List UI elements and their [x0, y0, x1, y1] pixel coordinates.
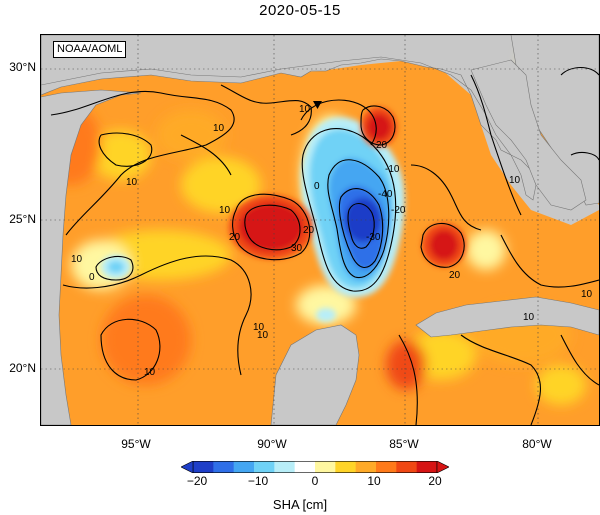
contour-label: 10: [253, 322, 265, 333]
map-title: 2020-05-15: [259, 2, 341, 19]
contour-label: 10: [71, 254, 83, 265]
station-marker-icon: [313, 101, 322, 109]
contour-labels: 10 10 10 10 10 10 0 0 -10 20 30 -20 -30 …: [71, 104, 593, 378]
contour-label: 0: [89, 272, 95, 283]
lat-label-25n: 25°N: [9, 212, 36, 226]
colorbar-tick: −20: [186, 474, 208, 488]
colorbar-tick: −10: [247, 474, 269, 488]
contour-label: 20: [229, 232, 241, 243]
contour-label: 30: [291, 243, 303, 254]
lat-label-30n: 30°N: [9, 60, 36, 74]
land-texas-mexico: [41, 35, 142, 425]
lon-label-90w: 90°W: [257, 437, 287, 451]
lat-label-20n: 20°N: [9, 361, 36, 375]
land-florida: [470, 59, 587, 211]
colorbar-cell: [274, 461, 296, 473]
sha-field-plot: 10 10 10 10 10 10 0 0 -10 20 30 -20 -30 …: [41, 35, 599, 425]
colorbar-cell: [254, 461, 275, 473]
colorbar-low-arrow: [181, 461, 194, 473]
lon-label-80w: 80°W: [522, 437, 552, 451]
colorbar-tick: 0: [311, 474, 319, 488]
contour-label: -40: [378, 189, 393, 200]
colorbar-tick: 20: [428, 474, 442, 488]
contour-label: 10: [257, 330, 269, 341]
colorbar-cell: [376, 461, 397, 473]
lon-label-95w: 95°W: [121, 437, 151, 451]
contour-label: 0: [314, 181, 320, 192]
credit-label: NOAA/AOML: [53, 41, 127, 58]
contour-label: 10: [144, 367, 156, 378]
contour-label: 10: [213, 123, 225, 134]
land-yucatan: [270, 324, 360, 425]
contour-label: 10: [219, 205, 231, 216]
colorbar-cell: [233, 461, 255, 473]
colorbar-cell: [355, 461, 377, 473]
colorbar-cell: [294, 461, 316, 473]
contour-label: 20: [303, 225, 315, 236]
contour-label: 10: [299, 104, 311, 115]
contour-label: -30: [366, 232, 381, 243]
contour-label: 10: [509, 175, 521, 186]
contour-label: 10: [126, 177, 138, 188]
sha-map: 10 10 10 10 10 10 0 0 -10 20 30 -20 -30 …: [40, 34, 600, 426]
contour-label: 20: [376, 140, 388, 151]
contour-label: 10: [581, 289, 593, 300]
sha-contours: [50, 66, 599, 425]
colorbar-cell: [193, 461, 214, 473]
colorbar-tick: 10: [367, 474, 381, 488]
colorbar-cell: [213, 461, 235, 473]
colorbar-cell: [315, 461, 336, 473]
colorbar-cell: [416, 461, 438, 473]
colorbar: [181, 461, 449, 473]
colorbar-label: SHA [cm]: [272, 497, 328, 512]
colorbar-cell: [396, 461, 418, 473]
contour-label: -10: [385, 164, 400, 175]
contour-label: 20: [449, 270, 461, 281]
colorbar-high-arrow: [436, 461, 449, 473]
graticule: [41, 35, 599, 425]
contour-label: 10: [523, 312, 535, 323]
contour-label: -20: [391, 205, 406, 216]
colorbar-cell: [335, 461, 357, 473]
land-cuba: [415, 296, 599, 338]
lon-label-85w: 85°W: [389, 437, 419, 451]
